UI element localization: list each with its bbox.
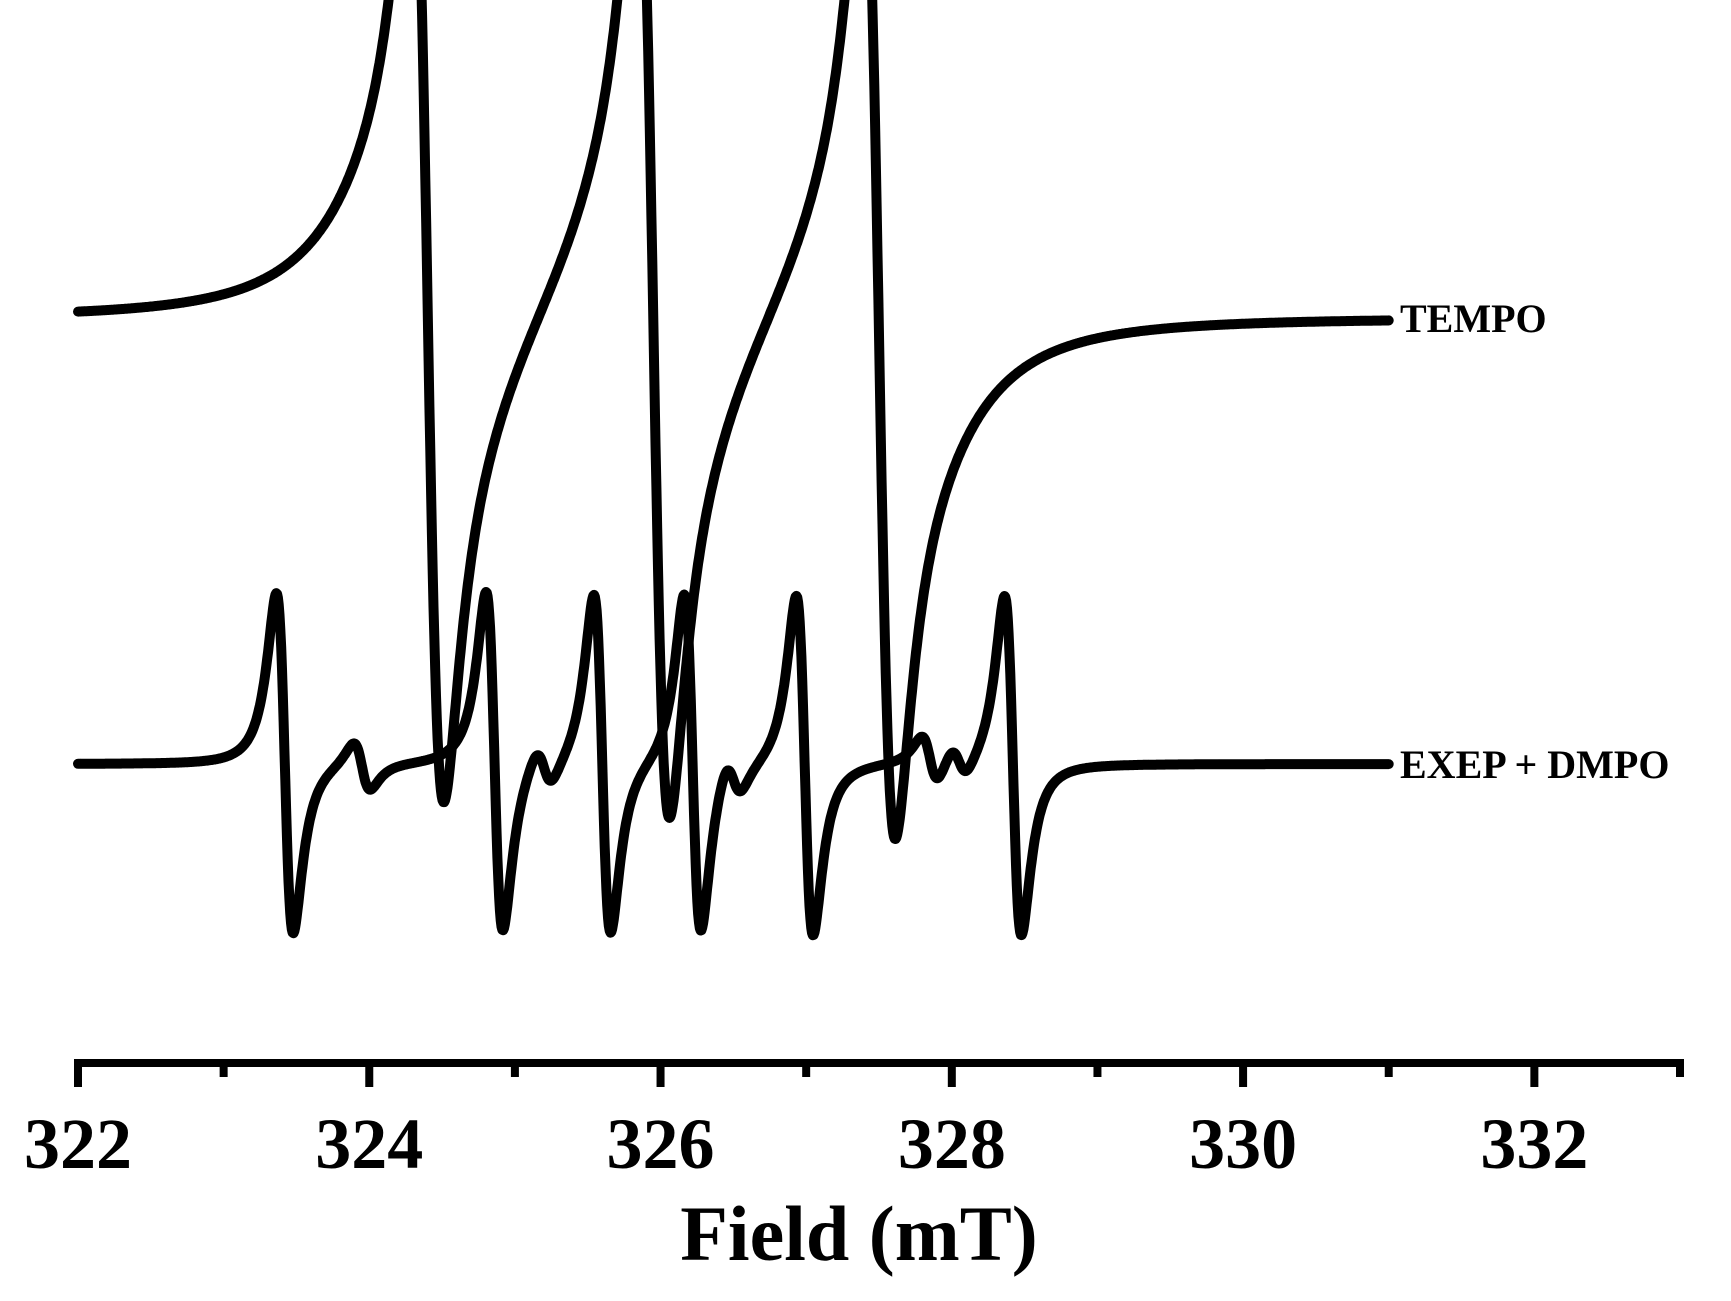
x-axis-title: Field (mT) — [680, 1190, 1037, 1277]
x-tick-label: 330 — [1189, 1104, 1297, 1184]
traces-group — [73, 0, 1394, 941]
series-line-2 — [73, 587, 1394, 941]
x-axis: 322 324 326 328 330 332 — [24, 1059, 1684, 1184]
x-tick-label: 326 — [607, 1104, 715, 1184]
x-tick-label: 332 — [1480, 1104, 1588, 1184]
x-tick-label: 328 — [898, 1104, 1006, 1184]
series-line-1 — [73, 0, 1394, 844]
series-labels-group: TEMPO EXEP + DMPO — [1400, 296, 1669, 787]
x-tick-label: 324 — [315, 1104, 423, 1184]
x-tick-label: 322 — [24, 1104, 132, 1184]
series-label-2: EXEP + DMPO — [1400, 742, 1669, 787]
series-label-1: TEMPO — [1400, 296, 1547, 341]
